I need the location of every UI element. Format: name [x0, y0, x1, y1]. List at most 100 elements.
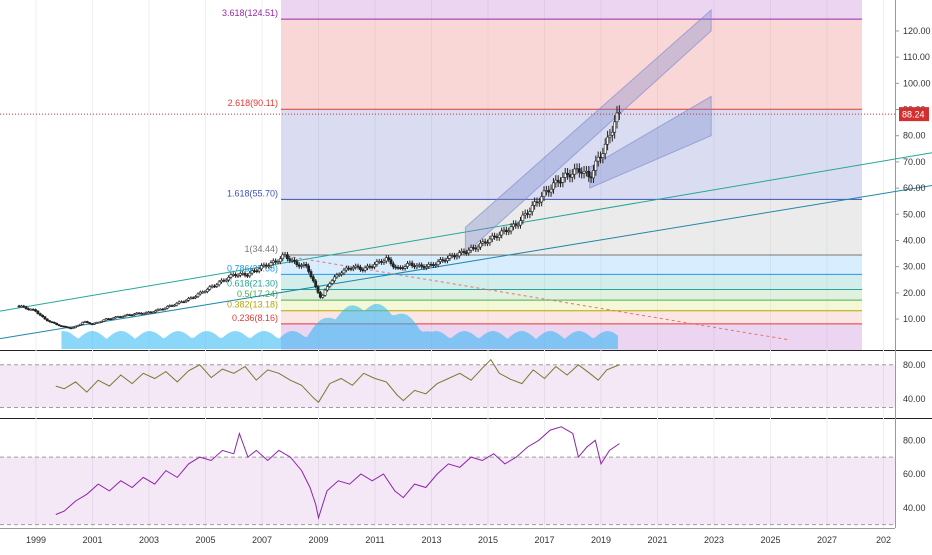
candle-body	[472, 247, 475, 249]
y-tick-label: 50.00	[903, 209, 926, 219]
trendline-upper	[0, 152, 932, 312]
candle-body	[102, 319, 106, 322]
fib-level-label: 0.618(21.30)	[227, 278, 278, 288]
x-tick-label: 1999	[26, 535, 46, 545]
fib-level-label: 3.618(124.51)	[222, 8, 278, 18]
candle-body	[526, 213, 529, 215]
candle-body	[20, 305, 23, 308]
candle-body	[24, 306, 28, 309]
candle-body	[389, 259, 393, 265]
candle-body	[248, 272, 252, 277]
y-tick-label: 70.00	[903, 157, 926, 167]
candle-body	[333, 276, 336, 282]
candle-body	[396, 267, 400, 269]
x-tick-label: 2007	[252, 535, 272, 545]
candle-body	[521, 214, 525, 221]
fib-level-label: 0.5(17.24)	[237, 289, 278, 299]
candle-body	[168, 305, 172, 307]
candle-body	[60, 325, 63, 327]
candle-body	[370, 266, 374, 269]
candle-body	[243, 273, 247, 276]
candle-body	[300, 265, 303, 267]
candle-body	[48, 320, 52, 323]
candle-body	[549, 188, 553, 193]
candle-body	[429, 263, 433, 266]
x-tick-label: 2025	[760, 535, 780, 545]
candle-body	[123, 315, 127, 317]
candle-body	[490, 235, 494, 240]
candle-body	[582, 170, 586, 174]
candle-body	[297, 264, 301, 267]
candle-body	[224, 279, 228, 282]
candle-body	[17, 305, 21, 308]
candle-body	[368, 265, 372, 268]
candle-body	[175, 302, 179, 306]
candle-body	[528, 211, 532, 215]
candle-body	[387, 257, 391, 260]
candle-body	[446, 258, 449, 262]
candle-body	[34, 309, 37, 312]
candle-body	[606, 136, 609, 145]
x-tick-label: 2003	[139, 535, 159, 545]
candle-body	[408, 262, 412, 265]
candle-body	[596, 156, 600, 162]
candle-body	[375, 261, 379, 265]
candle-body	[50, 321, 54, 324]
candle-body	[220, 279, 223, 283]
candle-body	[116, 316, 120, 318]
candle-body	[208, 286, 212, 290]
candle-body	[540, 196, 544, 203]
candle-body	[67, 326, 70, 329]
candle-body	[241, 273, 245, 275]
candle-body	[561, 177, 565, 183]
candle-body	[154, 310, 157, 313]
candle-body	[453, 255, 456, 258]
candle-body	[608, 134, 612, 138]
candle-body	[585, 170, 588, 173]
candle-body	[436, 261, 440, 266]
candle-body	[274, 260, 278, 263]
candle-body	[22, 305, 26, 308]
candle-body	[617, 111, 621, 114]
candle-body	[62, 325, 66, 328]
candle-body	[184, 300, 188, 303]
fib-zone	[281, 255, 862, 275]
candle-body	[401, 267, 405, 269]
candle-body	[403, 266, 407, 269]
fib-level-label: 1(34.44)	[244, 244, 278, 254]
candle-body	[74, 325, 77, 328]
y-tick-label: 60.00	[903, 183, 926, 193]
candle-body	[97, 321, 101, 324]
fib-level-label: 1.618(55.70)	[227, 188, 278, 198]
candle-body	[519, 220, 522, 226]
candle-body	[384, 257, 388, 262]
candle-body	[577, 168, 581, 173]
candle-body	[76, 325, 80, 327]
candle-body	[415, 265, 419, 268]
candle-body	[104, 318, 108, 321]
candle-body	[38, 313, 42, 316]
candle-body	[448, 255, 452, 259]
candle-body	[286, 254, 289, 260]
candle-body	[203, 291, 207, 293]
candle-body	[497, 234, 501, 238]
regression-band-lower	[589, 95, 712, 189]
candle-body	[283, 254, 287, 256]
candle-body	[149, 311, 153, 314]
candle-body	[340, 272, 343, 275]
candle-body	[474, 247, 478, 250]
candle-body	[78, 323, 82, 326]
candle-body	[434, 264, 438, 267]
fib-level-label: 2.618(90.11)	[228, 98, 278, 108]
candle-body	[260, 265, 263, 270]
candle-body	[302, 264, 306, 266]
x-tick-label: 2023	[704, 535, 724, 545]
candle-body	[114, 316, 117, 319]
candle-body	[161, 308, 165, 311]
candle-body	[170, 305, 174, 307]
candle-body	[507, 230, 511, 233]
candle-body	[568, 174, 572, 178]
x-tick-label: 2013	[421, 535, 441, 545]
x-tick-label: 2015	[478, 535, 498, 545]
